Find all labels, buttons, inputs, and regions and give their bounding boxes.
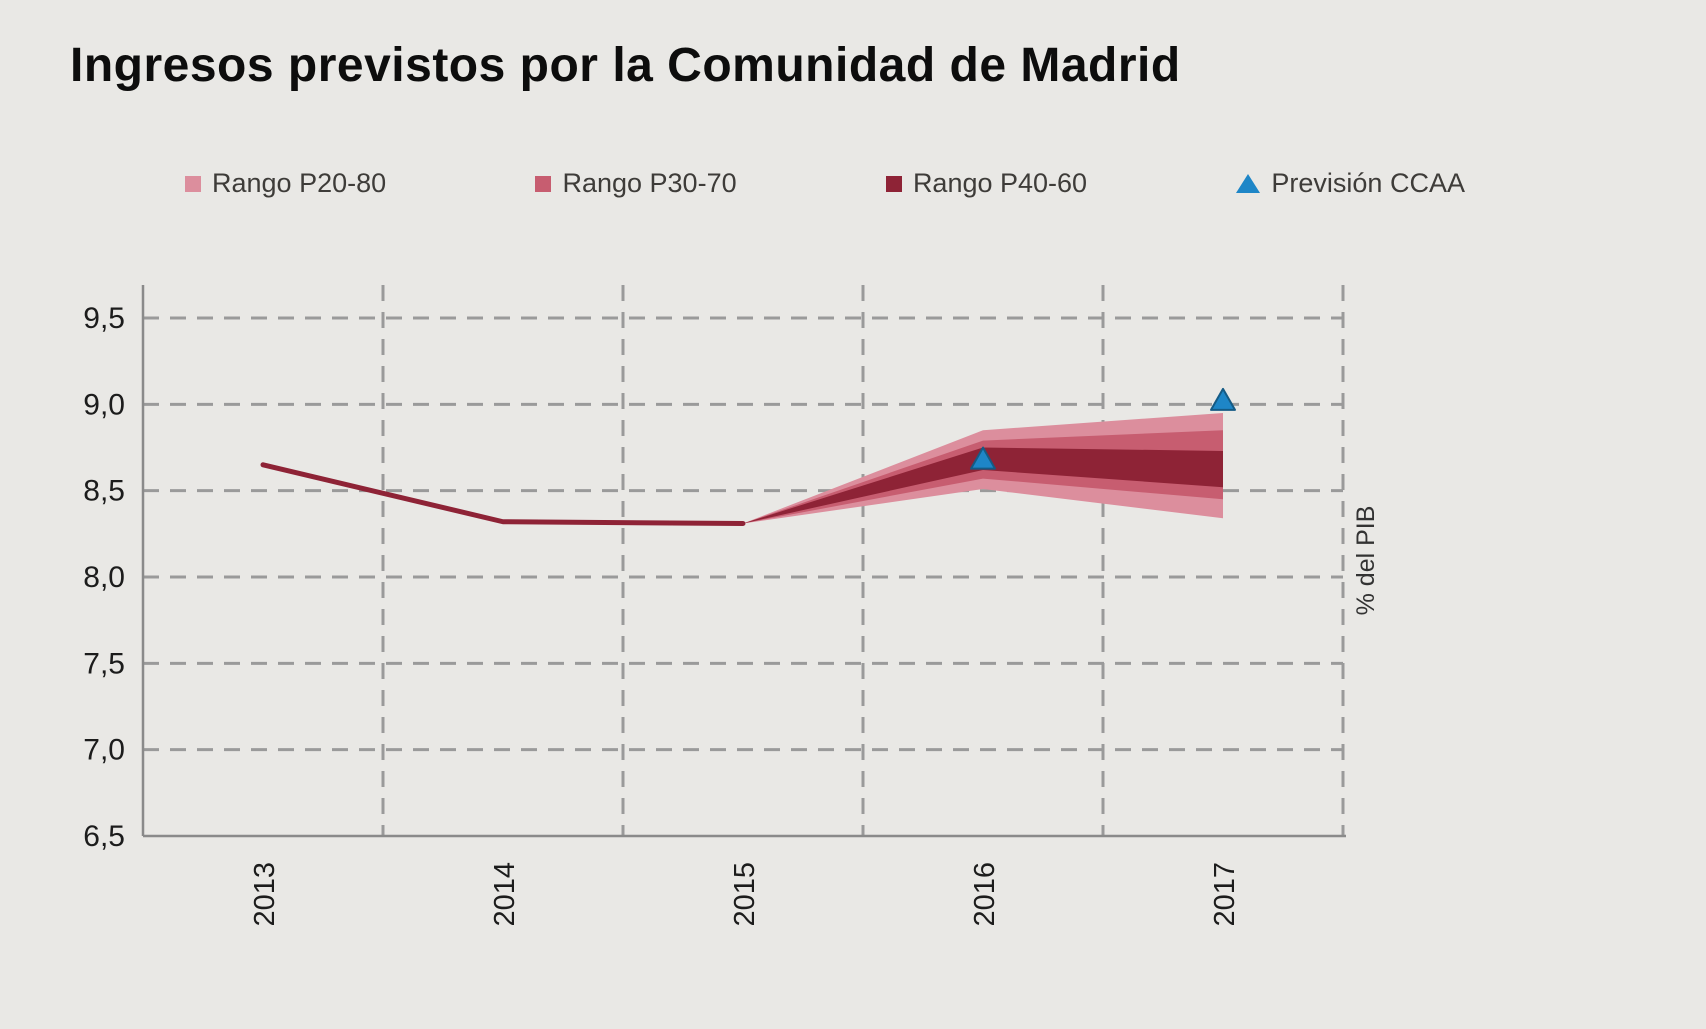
chart-page: Ingresos previstos por la Comunidad de M… (0, 0, 1706, 1029)
central-line (263, 465, 743, 524)
x-tick-label: 2016 (969, 862, 1001, 927)
y-tick-label: 8,0 (83, 561, 125, 594)
x-tick-label: 2014 (489, 862, 521, 927)
y-tick-label: 9,5 (83, 302, 125, 335)
y-tick-label: 8,5 (83, 475, 125, 508)
y-tick-label: 7,5 (83, 647, 125, 680)
x-tick-label: 2017 (1209, 862, 1241, 927)
right-axis-label: % del PIB (1352, 506, 1380, 616)
y-tick-label: 9,0 (83, 388, 125, 421)
forecast-triangle (1211, 389, 1235, 410)
x-tick-label: 2015 (729, 862, 761, 927)
y-tick-label: 6,5 (83, 820, 125, 853)
y-tick-label: 7,0 (83, 734, 125, 767)
x-tick-label: 2013 (249, 862, 281, 927)
fan-chart: 6,5 7,0 7,5 8,0 8,5 9,0 9,5 2013 2014 2015 2016 201… (0, 0, 1706, 1029)
